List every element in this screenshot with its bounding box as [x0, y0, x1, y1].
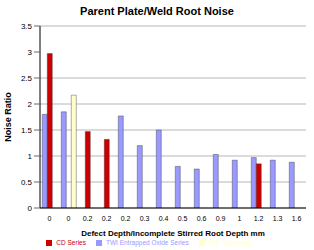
- svg-text:0.4: 0.4: [159, 215, 169, 222]
- svg-text:0: 0: [67, 215, 71, 222]
- svg-text:Noise Ratio: Noise Ratio: [8, 92, 13, 142]
- html-text:TWI Optimised: TWI Optimised: [208, 239, 252, 246]
- html-text:Parent Plate/Weld Root Noise: Parent Plate/Weld Root Noise: [80, 5, 234, 17]
- svg-text:0.6: 0.6: [197, 215, 207, 222]
- svg-text:3: 3: [28, 48, 33, 57]
- svg-text:0.3: 0.3: [140, 215, 150, 222]
- svg-text:3.5: 3.5: [21, 22, 33, 31]
- svg-text:0.5: 0.5: [21, 178, 33, 187]
- svg-text:1.5: 1.5: [21, 126, 33, 135]
- svg-text:0.9: 0.9: [216, 215, 226, 222]
- html-text:CD Series: CD Series: [56, 239, 86, 246]
- svg-text:0.2: 0.2: [83, 215, 93, 222]
- svg-text:0.2: 0.2: [102, 215, 112, 222]
- svg-text:1.2: 1.2: [254, 215, 264, 222]
- svg-text:0.2: 0.2: [121, 215, 131, 222]
- svg-text:2: 2: [28, 100, 33, 109]
- svg-text:1.6: 1.6: [292, 215, 302, 222]
- svg-text:0: 0: [28, 204, 33, 213]
- svg-text:2.5: 2.5: [21, 74, 33, 83]
- svg-text:1: 1: [28, 152, 33, 161]
- svg-text:0: 0: [48, 215, 52, 222]
- svg-text:1: 1: [238, 215, 242, 222]
- svg-text:Defect Depth/Incomplete Stirre: Defect Depth/Incomplete Stirred Root Dep…: [81, 229, 265, 238]
- svg-text:1.3: 1.3: [273, 215, 283, 222]
- html-text:TWI Entrapped Oxide Series: TWI Entrapped Oxide Series: [106, 239, 189, 246]
- svg-text:0.5: 0.5: [178, 215, 188, 222]
